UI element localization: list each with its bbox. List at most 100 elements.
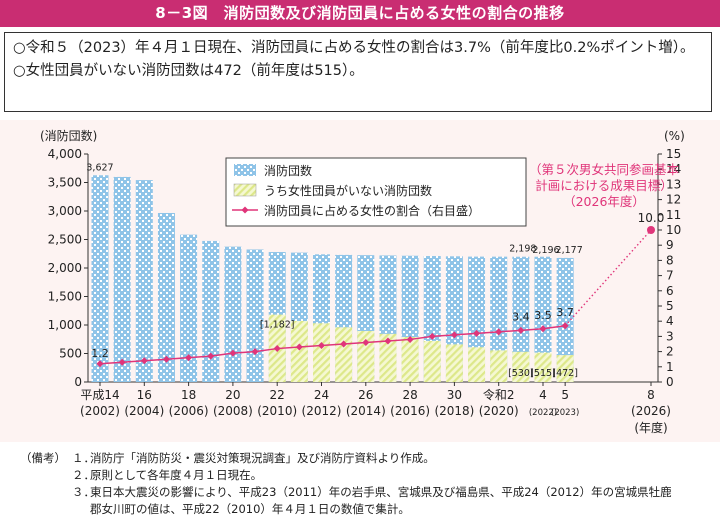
y-right-tick-label: 1 xyxy=(666,360,674,374)
x-tick-label: 28 xyxy=(402,388,417,402)
female-ratio-point xyxy=(118,358,126,366)
x-tick-label: (2026) xyxy=(631,404,671,418)
x-tick-label: (2004) xyxy=(124,404,164,418)
x-tick-label: 22 xyxy=(270,388,285,402)
female-ratio-point xyxy=(207,352,215,360)
x-tick-label: 24 xyxy=(314,388,329,402)
bar-no-female xyxy=(423,340,441,382)
note-number: ３． xyxy=(72,485,95,499)
bar-no-female-value-label: [515] xyxy=(530,368,556,379)
bar-total-value-label: 2,177 xyxy=(556,245,583,256)
y-right-tick-label: 13 xyxy=(666,177,681,191)
bar-total-value-label: 2,198 xyxy=(509,244,536,255)
x-tick-label: (2023) xyxy=(551,408,579,418)
female-ratio-point xyxy=(273,345,281,353)
x-tick-label: (2002) xyxy=(80,404,120,418)
x-tick-label: (2020) xyxy=(479,404,519,418)
female-ratio-point xyxy=(450,331,458,339)
female-ratio-value-label: 3.4 xyxy=(512,310,530,323)
female-ratio-point xyxy=(406,335,414,343)
y-right-tick-label: 3 xyxy=(666,329,674,343)
y-right-tick-label: 4 xyxy=(666,314,674,328)
y-left-tick-label: 3,500 xyxy=(48,176,82,190)
y-left-tick-label: 500 xyxy=(59,347,82,361)
female-ratio-point xyxy=(362,338,370,346)
x-tick-label: (2012) xyxy=(302,404,342,418)
figure-title: 8－3図 消防団数及び消防団員に占める女性の割合の推移 xyxy=(0,0,720,27)
chart-panel: 0 500 1,000 1,500 2,000 2,500 3,000 3,500 4,000 (… xyxy=(0,120,720,442)
notes-label: （備考） xyxy=(20,451,66,465)
bar-no-female xyxy=(468,347,486,382)
female-ratio-point xyxy=(140,357,148,365)
target-annotation: （第５次男女共同参画基本 xyxy=(529,162,680,177)
female-ratio-point xyxy=(295,343,303,351)
bar-no-female xyxy=(379,333,397,382)
summary-line-1: ○令和５（2023）年４月１日現在、消防団員に占める女性の割合は3.7%（前年度… xyxy=(13,40,695,56)
summary-line-2: ○女性団員がいない消防団数は472（前年度は515）。 xyxy=(13,63,364,79)
legend-box xyxy=(225,157,527,227)
note-number: １． xyxy=(72,451,95,465)
y-right-tick-label: 11 xyxy=(666,208,681,222)
y-left-tick-label: 1,000 xyxy=(48,318,82,332)
female-ratio-point xyxy=(561,322,569,330)
x-tick-label: 平成14 xyxy=(80,388,119,402)
bar-total xyxy=(556,257,574,382)
bar-no-female-value-label: [1,182] xyxy=(260,320,295,331)
chart: 0 500 1,000 1,500 2,000 2,500 3,000 3,500 4,000 (… xyxy=(40,128,685,435)
bar-total xyxy=(224,246,242,382)
y-right-tick-label: 14 xyxy=(666,162,681,176)
target-value-label: 10.0 xyxy=(638,211,665,225)
y-right-tick-label: 5 xyxy=(666,299,674,313)
bar-no-female xyxy=(290,321,308,382)
y-left-tick-label: 1,500 xyxy=(48,290,82,304)
target-point xyxy=(647,226,655,234)
x-tick-label: (2008) xyxy=(213,404,253,418)
female-ratio-point xyxy=(384,337,392,345)
bar-no-female xyxy=(401,336,419,382)
x-tick-label: 16 xyxy=(137,388,152,402)
female-ratio-point xyxy=(96,360,104,368)
female-ratio-point xyxy=(318,342,325,350)
x-tick-label: 8 xyxy=(647,388,655,402)
bar-no-female xyxy=(357,330,375,382)
target-annotation: 計画における成果目標） xyxy=(535,178,673,193)
bar-total xyxy=(246,249,264,382)
female-ratio-point xyxy=(428,332,436,340)
x-tick-label: 20 xyxy=(225,388,240,402)
y-left-tick-label: 2,500 xyxy=(48,233,82,247)
bar-no-female xyxy=(313,323,330,382)
bar-no-female xyxy=(335,327,353,382)
y-right-axis-label: (%) xyxy=(664,129,685,143)
note-number: ２． xyxy=(72,468,95,482)
legend-label-total: 消防団数 xyxy=(264,163,312,178)
bar-total xyxy=(91,175,109,382)
bar-total xyxy=(113,176,131,382)
y-left-tick-label: 2,000 xyxy=(48,261,82,275)
bar-total xyxy=(135,180,153,382)
note-row-1: （備考） １． 消防庁「消防防災・震災対策現況調査」及び消防庁資料より作成。 xyxy=(20,450,716,467)
bar-no-female-value-label: [472] xyxy=(552,368,578,379)
x-tick-label: 4 xyxy=(539,388,547,402)
legend-label-ratio: 消防団員に占める女性の割合（右目盛） xyxy=(264,203,480,218)
female-ratio-value-label: 3.5 xyxy=(534,309,552,322)
y-left-axis-label: (消防団数) xyxy=(40,128,97,143)
summary-box: ○令和５（2023）年４月１日現在、消防団員に占める女性の割合は3.7%（前年度… xyxy=(4,32,712,112)
y-right-tick-label: 12 xyxy=(666,193,681,207)
y-left-tick-label: 4,000 xyxy=(48,147,82,161)
x-tick-label: 18 xyxy=(181,388,196,402)
legend-label-no-female: うち女性団員がいない消防団数 xyxy=(264,183,432,198)
female-ratio-point xyxy=(229,349,237,357)
note-text: 消防庁「消防防災・震災対策現況調査」及び消防庁資料より作成。 xyxy=(90,451,435,465)
bar-total xyxy=(202,240,220,382)
bar-total-value-label: 2,196 xyxy=(532,245,559,256)
note-continuation: 郡女川町の値は、平成22（2010）年４月１日の数値で集計。 xyxy=(90,502,410,516)
female-ratio-point xyxy=(251,348,259,356)
female-ratio-point xyxy=(162,355,170,363)
y-left-tick-label: 0 xyxy=(74,375,82,389)
bar-no-female xyxy=(512,351,530,382)
note-row-2: ２． 原則として各年度４月１日現在。 xyxy=(20,467,716,484)
note-text: 東日本大震災の影響により、平成23（2011）年の岩手県、宮城県及び福島県、平成… xyxy=(90,485,672,499)
bar-total xyxy=(157,212,175,382)
x-axis-label: (年度) xyxy=(634,420,667,435)
x-tick-label: (2022) xyxy=(529,408,557,418)
